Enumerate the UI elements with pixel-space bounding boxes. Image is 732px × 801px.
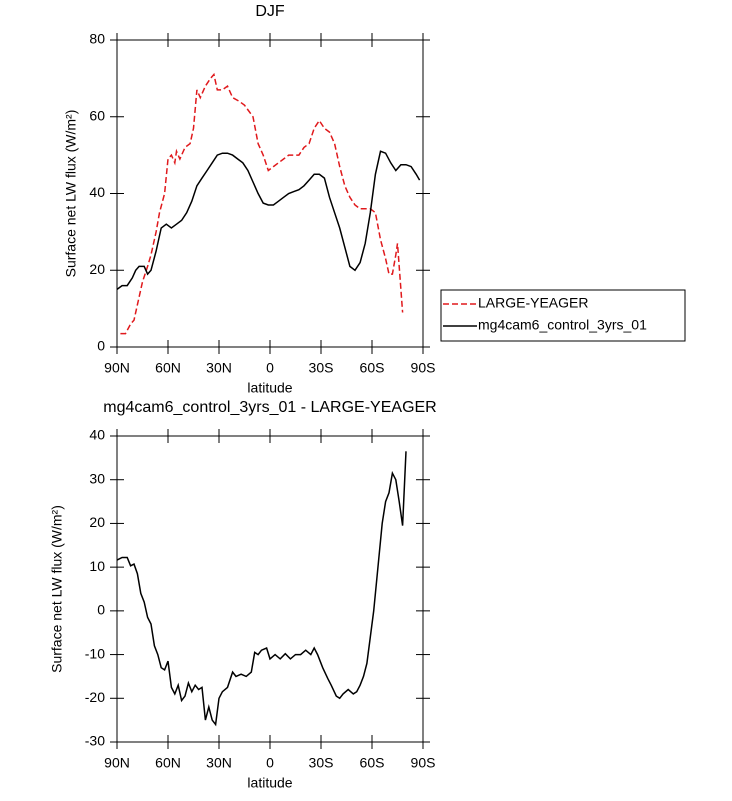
x-tick-label: 30N xyxy=(206,755,232,771)
y-tick-label: 40 xyxy=(89,184,105,200)
x-tick-label: 0 xyxy=(266,755,274,771)
x-tick-label: 60N xyxy=(155,755,181,771)
legend-label: LARGE-YEAGER xyxy=(478,295,588,311)
x-tick-label: 30S xyxy=(309,360,334,376)
y-tick-label: 40 xyxy=(89,427,105,443)
x-tick-label: 60S xyxy=(360,360,385,376)
chart-title: mg4cam6_control_3yrs_01 - LARGE-YEAGER xyxy=(103,399,436,416)
legend-box xyxy=(440,289,686,342)
x-tick-label: 90N xyxy=(104,755,130,771)
y-tick-label: -20 xyxy=(85,689,105,705)
y-tick-label: -10 xyxy=(85,645,105,661)
data-line xyxy=(116,150,421,291)
y-tick-label: 0 xyxy=(97,338,105,354)
plot-frame xyxy=(116,39,424,348)
y-axis-label: Surface net LW flux (W/m²) xyxy=(63,110,79,278)
chart-title: DJF xyxy=(255,3,285,20)
x-tick-label: 90S xyxy=(411,360,436,376)
y-tick-label: 20 xyxy=(89,514,105,530)
data-line xyxy=(120,72,404,335)
x-tick-label: 30N xyxy=(206,360,232,376)
plot-frame xyxy=(116,435,424,743)
x-axis-label: latitude xyxy=(247,380,292,396)
y-tick-label: 80 xyxy=(89,31,105,47)
y-tick-label: -30 xyxy=(85,733,105,749)
y-tick-label: 60 xyxy=(89,107,105,123)
x-tick-label: 60N xyxy=(155,360,181,376)
y-tick-label: 10 xyxy=(89,558,105,574)
x-tick-label: 90N xyxy=(104,360,130,376)
x-tick-label: 0 xyxy=(266,360,274,376)
x-tick-label: 30S xyxy=(309,755,334,771)
x-tick-label: 90S xyxy=(411,755,436,771)
y-tick-label: 30 xyxy=(89,470,105,486)
x-tick-label: 60S xyxy=(360,755,385,771)
y-axis-label: Surface net LW flux (W/m²) xyxy=(49,505,65,673)
legend-label: mg4cam6_control_3yrs_01 xyxy=(478,317,647,333)
y-tick-label: 20 xyxy=(89,261,105,277)
data-line xyxy=(116,451,407,727)
x-axis-label: latitude xyxy=(247,775,292,791)
y-tick-label: 0 xyxy=(97,602,105,618)
